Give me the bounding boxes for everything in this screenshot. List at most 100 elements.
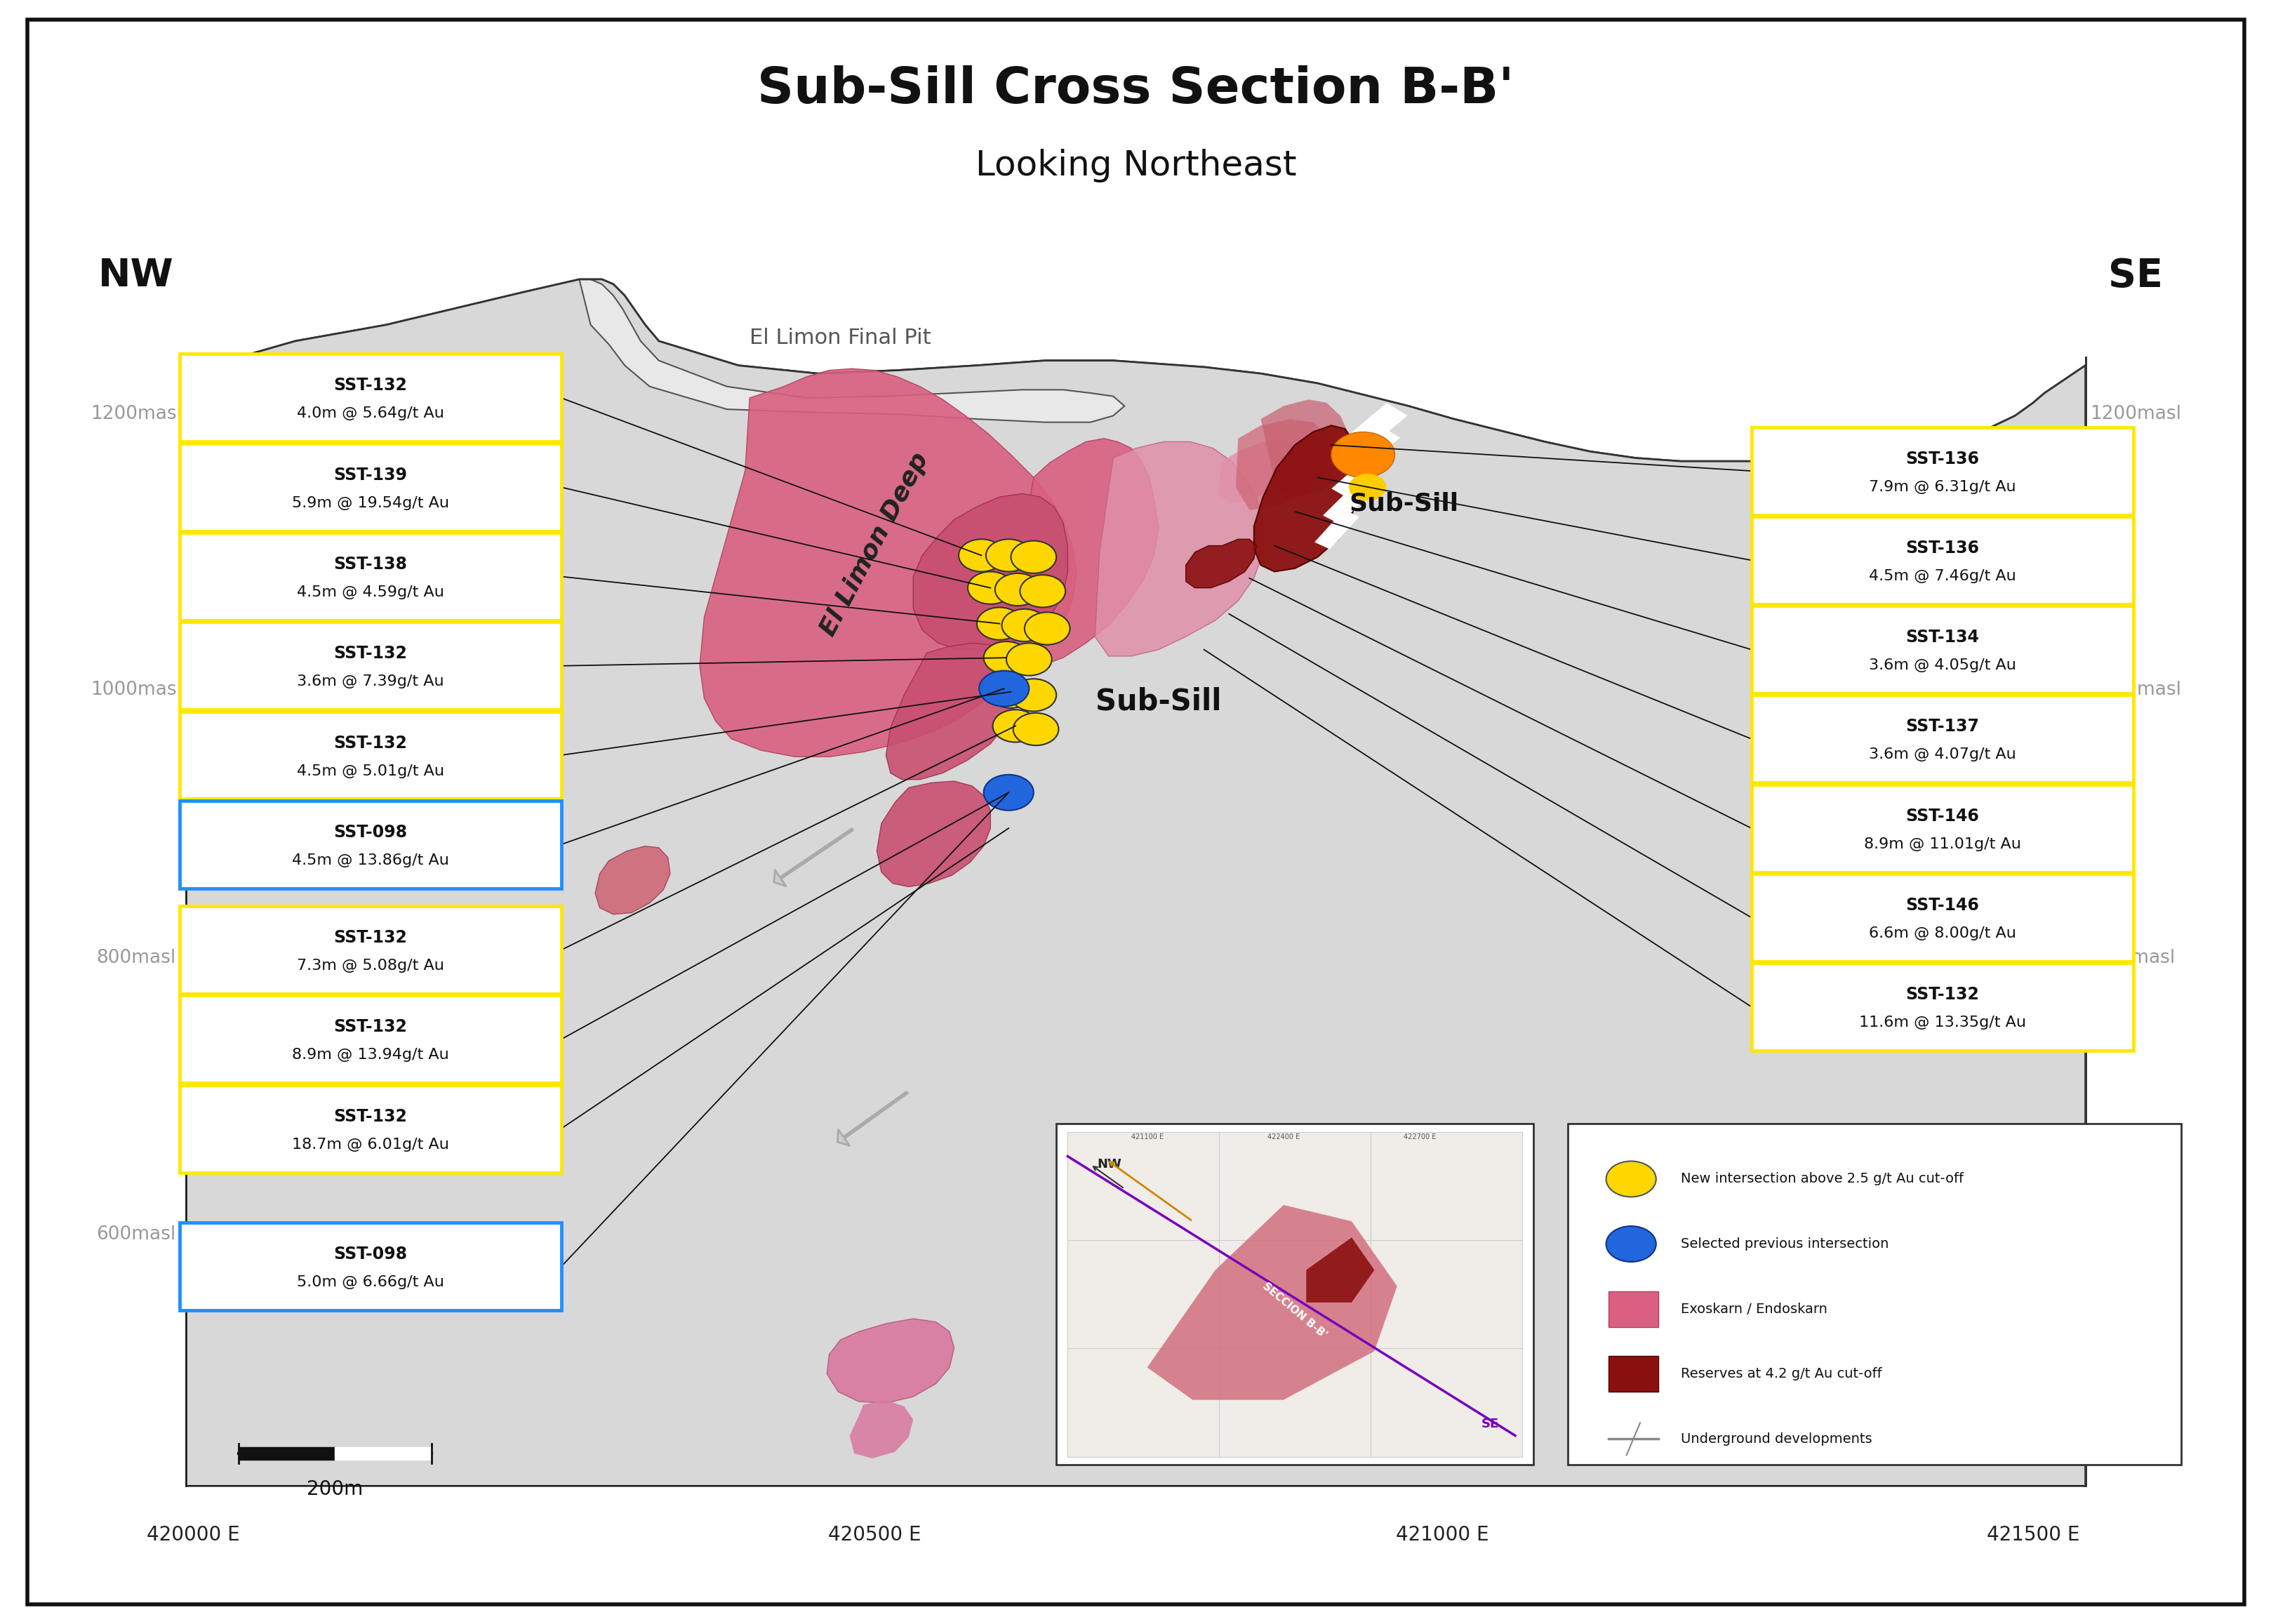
- Text: 600masl: 600masl: [2096, 1224, 2173, 1244]
- Circle shape: [988, 676, 1033, 708]
- Text: 4.5m @ 5.01g/t Au: 4.5m @ 5.01g/t Au: [298, 763, 443, 778]
- Text: El Limon Deep: El Limon Deep: [815, 448, 933, 640]
- Polygon shape: [186, 279, 2085, 1486]
- Text: 5.9m @ 19.54g/t Au: 5.9m @ 19.54g/t Au: [291, 495, 450, 510]
- Text: 422400 E: 422400 E: [1267, 1134, 1299, 1140]
- Text: 8.9m @ 11.01g/t Au: 8.9m @ 11.01g/t Au: [1862, 836, 2021, 851]
- FancyBboxPatch shape: [179, 443, 561, 531]
- Polygon shape: [1306, 1237, 1374, 1302]
- FancyBboxPatch shape: [1751, 427, 2132, 515]
- Text: 7.3m @ 5.08g/t Au: 7.3m @ 5.08g/t Au: [298, 958, 443, 973]
- Bar: [1567, 1124, 2180, 1465]
- Text: SST-132: SST-132: [1905, 986, 1978, 1004]
- Text: SST-098: SST-098: [334, 823, 407, 841]
- Circle shape: [992, 710, 1038, 742]
- Circle shape: [977, 607, 1022, 640]
- Text: SST-132: SST-132: [334, 645, 407, 663]
- Text: 420500 E: 420500 E: [829, 1525, 920, 1544]
- Text: SST-132: SST-132: [334, 734, 407, 752]
- Text: 7.9m @ 6.31g/t Au: 7.9m @ 6.31g/t Au: [1869, 479, 2014, 494]
- Text: 1000masl: 1000masl: [2089, 680, 2180, 700]
- Text: 422700 E: 422700 E: [1403, 1134, 1435, 1140]
- Polygon shape: [886, 643, 1017, 780]
- Polygon shape: [1315, 510, 1358, 549]
- FancyBboxPatch shape: [179, 801, 561, 888]
- Circle shape: [1002, 609, 1047, 641]
- Text: Sub-Sill: Sub-Sill: [1095, 687, 1222, 716]
- Circle shape: [979, 671, 1029, 706]
- Polygon shape: [1254, 425, 1358, 572]
- Text: 800masl: 800masl: [98, 948, 175, 968]
- Bar: [1056, 1124, 1533, 1465]
- Text: 3.6m @ 7.39g/t Au: 3.6m @ 7.39g/t Au: [298, 674, 443, 689]
- Circle shape: [1606, 1161, 1656, 1197]
- Polygon shape: [849, 1400, 913, 1458]
- FancyBboxPatch shape: [179, 354, 561, 442]
- Circle shape: [983, 775, 1033, 810]
- Circle shape: [1013, 713, 1058, 745]
- Text: 4.5m @ 7.46g/t Au: 4.5m @ 7.46g/t Au: [1869, 568, 2014, 583]
- Text: 420000 E: 420000 E: [145, 1525, 241, 1544]
- FancyBboxPatch shape: [1751, 784, 2132, 872]
- Text: SST-136: SST-136: [1905, 539, 1978, 557]
- Text: Sub-Sill Cross Section B-B': Sub-Sill Cross Section B-B': [756, 65, 1515, 114]
- Text: SST-146: SST-146: [1905, 896, 1978, 914]
- Polygon shape: [877, 781, 990, 887]
- Text: 200m: 200m: [307, 1479, 363, 1499]
- FancyBboxPatch shape: [179, 1085, 561, 1173]
- Text: Exoskarn / Endoskarn: Exoskarn / Endoskarn: [1681, 1302, 1828, 1315]
- FancyBboxPatch shape: [1751, 963, 2132, 1051]
- Polygon shape: [1095, 442, 1263, 656]
- Text: 4.0m @ 5.64g/t Au: 4.0m @ 5.64g/t Au: [298, 406, 443, 421]
- Text: 4.5m @ 13.86g/t Au: 4.5m @ 13.86g/t Au: [291, 853, 450, 867]
- Polygon shape: [1011, 438, 1158, 666]
- Polygon shape: [186, 279, 2085, 1486]
- Polygon shape: [699, 369, 1076, 757]
- Text: 1200masl: 1200masl: [2089, 404, 2180, 424]
- Text: 421100 E: 421100 E: [1131, 1134, 1163, 1140]
- Polygon shape: [913, 494, 1067, 650]
- Text: 4.5m @ 4.59g/t Au: 4.5m @ 4.59g/t Au: [298, 585, 443, 599]
- FancyBboxPatch shape: [1751, 516, 2132, 604]
- Text: 3.6m @ 4.07g/t Au: 3.6m @ 4.07g/t Au: [1869, 747, 2014, 762]
- Circle shape: [986, 539, 1031, 572]
- Text: 5.0m @ 6.66g/t Au: 5.0m @ 6.66g/t Au: [298, 1275, 443, 1289]
- Polygon shape: [1147, 1205, 1397, 1400]
- Polygon shape: [1260, 400, 1349, 497]
- Text: SE: SE: [2107, 257, 2162, 296]
- Circle shape: [983, 641, 1029, 674]
- Circle shape: [995, 573, 1040, 606]
- Text: SE: SE: [1481, 1418, 1499, 1431]
- FancyBboxPatch shape: [179, 906, 561, 994]
- Text: SECCION B-B': SECCION B-B': [1260, 1281, 1329, 1340]
- Text: El Limon Final Pit: El Limon Final Pit: [749, 328, 931, 348]
- Bar: [1067, 1132, 1522, 1457]
- Polygon shape: [1235, 419, 1331, 510]
- Bar: [1608, 1291, 1658, 1327]
- Text: Reserves at 4.2 g/t Au cut-off: Reserves at 4.2 g/t Au cut-off: [1681, 1367, 1883, 1380]
- Text: SST-132: SST-132: [334, 377, 407, 395]
- FancyBboxPatch shape: [1751, 874, 2132, 961]
- Text: 8.9m @ 13.94g/t Au: 8.9m @ 13.94g/t Au: [291, 1047, 450, 1062]
- Polygon shape: [827, 1319, 954, 1403]
- Text: SST-098: SST-098: [334, 1246, 407, 1263]
- Text: Underground developments: Underground developments: [1681, 1432, 1871, 1445]
- Polygon shape: [579, 279, 1124, 422]
- FancyBboxPatch shape: [1751, 695, 2132, 783]
- Circle shape: [1011, 679, 1056, 711]
- Text: 600masl: 600masl: [98, 1224, 175, 1244]
- Text: 421000 E: 421000 E: [1397, 1525, 1488, 1544]
- Circle shape: [967, 572, 1013, 604]
- Circle shape: [958, 539, 1004, 572]
- Text: Sub-Sill: Sub-Sill: [1349, 492, 1458, 515]
- Text: 3.6m @ 4.05g/t Au: 3.6m @ 4.05g/t Au: [1869, 658, 2014, 672]
- Circle shape: [1349, 474, 1385, 500]
- Text: 800masl: 800masl: [2096, 948, 2173, 968]
- FancyBboxPatch shape: [179, 533, 561, 620]
- Text: 421500 E: 421500 E: [1987, 1525, 2078, 1544]
- Text: New intersection above 2.5 g/t Au cut-off: New intersection above 2.5 g/t Au cut-of…: [1681, 1173, 1962, 1186]
- Circle shape: [1024, 612, 1070, 645]
- Polygon shape: [1185, 539, 1256, 588]
- Polygon shape: [1322, 479, 1376, 525]
- Text: SST-138: SST-138: [334, 555, 407, 573]
